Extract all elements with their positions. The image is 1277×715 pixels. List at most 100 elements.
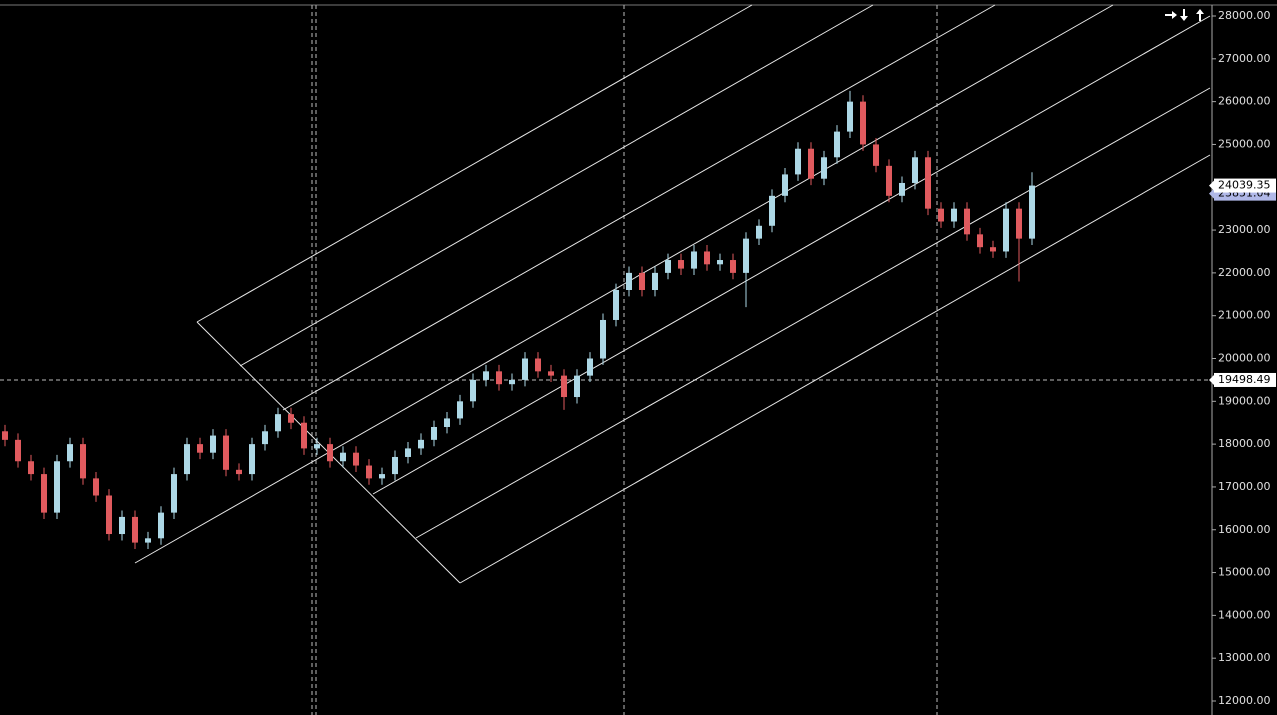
candle-body [132,516,138,543]
candle-body [197,444,203,453]
candle-body [392,456,398,475]
candle-body [925,157,931,209]
y-tick-label: 15000.00 [1218,566,1271,579]
candle-body [483,371,489,380]
candle-body [977,234,983,248]
candle-body [41,474,47,513]
candle-body [340,452,346,462]
price-tag-box [1214,372,1276,387]
candle-body [587,358,593,376]
candle-body [795,148,801,175]
candle-body [236,469,242,475]
candle-body [457,401,463,419]
y-tick-label: 26000.00 [1218,95,1271,108]
candle-body [847,101,853,132]
price-tag-box [1214,178,1276,193]
candle-body [964,208,970,235]
y-tick-label: 18000.00 [1218,437,1271,450]
price-tag-label: 19498.49 [1218,373,1271,386]
candle-body [613,290,619,320]
y-tick-label: 14000.00 [1218,608,1271,621]
down-arrow[interactable] [1180,9,1188,21]
pitchfork-line [415,87,1211,539]
candle-body [704,251,710,265]
candle-body [54,461,60,513]
pitchfork-line [239,4,874,367]
candle-body [470,379,476,402]
pitchfork-line [459,154,1211,584]
pitchfork-line [282,4,996,411]
candle-body [353,452,359,466]
scroll-arrow[interactable] [1165,11,1177,19]
pitchfork [134,4,1211,584]
candles [2,90,1035,550]
candle-body [639,272,645,291]
price-tag-pointer [1209,180,1214,191]
y-tick-label: 12000.00 [1218,694,1271,707]
candle-body [860,101,866,145]
candle-body [28,461,34,475]
candle-body [951,208,957,222]
candle-body [912,157,918,183]
y-tick-label: 21000.00 [1218,309,1271,322]
candle-body [366,465,372,479]
candle-body [600,319,606,359]
candle-body [509,379,515,385]
candle-body [288,414,294,423]
y-tick-label: 16000.00 [1218,523,1271,536]
candle-body [301,422,307,449]
candle-body [756,225,762,239]
candle-body [1003,208,1009,252]
y-tick-label: 28000.00 [1218,9,1271,22]
y-tick-label: 20000.00 [1218,352,1271,365]
candle-body [652,272,658,291]
y-tick-label: 19000.00 [1218,394,1271,407]
candle-body [223,435,229,470]
candle-body [626,272,632,291]
candle-body [327,444,333,462]
y-tick-label: 13000.00 [1218,651,1271,664]
up-arrow[interactable] [1196,9,1204,21]
candle-body [834,131,840,158]
y-tick-label: 17000.00 [1218,480,1271,493]
candle-body [561,375,567,398]
candle-body [431,427,437,440]
candle-body [145,538,151,543]
price-tag-pointer [1209,188,1214,199]
y-tick-label: 22000.00 [1218,266,1271,279]
candle-body [769,195,775,226]
candle-body [171,474,177,513]
candle-body [93,478,99,496]
candle-body [496,371,502,385]
candle-body [730,260,736,273]
candle-body [938,208,944,222]
candle-body [522,358,528,380]
candle-body [67,444,73,462]
candle-body [405,448,411,457]
chart-controls [1165,9,1204,21]
candle-body [574,375,580,398]
candle-body [717,260,723,265]
candle-body [184,444,190,475]
candle-body [886,165,892,196]
candle-body [691,251,697,269]
candle-body [158,512,164,539]
candle-body [119,516,125,535]
candle-body [210,435,216,453]
candle-body [808,148,814,179]
price-tag-label: 24039.35 [1218,179,1271,192]
candle-body [418,439,424,449]
period-separators [0,5,1212,715]
candle-body [262,431,268,445]
candle-body [665,260,671,273]
candle-body [548,371,554,376]
candle-body [535,358,541,372]
candle-body [1016,208,1022,239]
y-tick-label: 23000.00 [1218,223,1271,236]
candle-body [743,238,749,273]
pitchfork-line [372,15,1211,495]
candle-body [678,260,684,269]
candle-body [990,247,996,252]
